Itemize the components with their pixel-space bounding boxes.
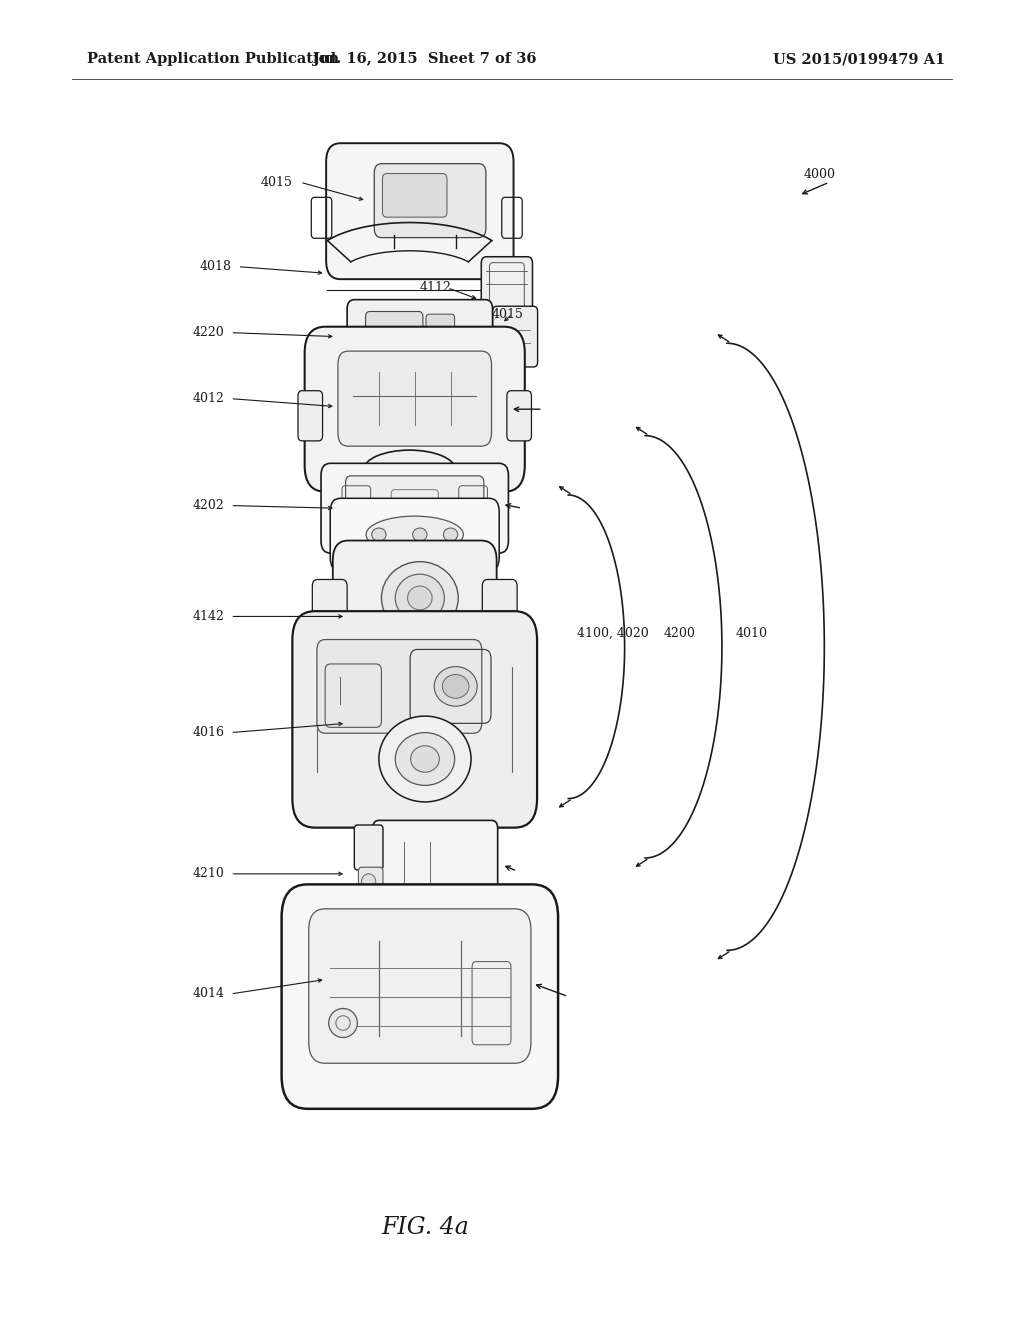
FancyBboxPatch shape: [354, 825, 383, 870]
Text: 4100, 4020: 4100, 4020: [577, 627, 648, 640]
Ellipse shape: [395, 574, 444, 622]
FancyBboxPatch shape: [330, 498, 500, 570]
FancyBboxPatch shape: [312, 579, 347, 643]
FancyBboxPatch shape: [338, 351, 492, 446]
FancyBboxPatch shape: [293, 611, 537, 828]
FancyBboxPatch shape: [298, 391, 323, 441]
Text: Jul. 16, 2015  Sheet 7 of 36: Jul. 16, 2015 Sheet 7 of 36: [313, 53, 537, 66]
Ellipse shape: [443, 528, 458, 541]
Text: US 2015/0199479 A1: US 2015/0199479 A1: [773, 53, 945, 66]
Ellipse shape: [367, 516, 463, 553]
Text: 4142: 4142: [193, 610, 224, 623]
FancyBboxPatch shape: [383, 173, 446, 216]
FancyBboxPatch shape: [426, 314, 455, 346]
Text: 4015: 4015: [261, 176, 293, 189]
FancyBboxPatch shape: [358, 867, 383, 902]
Text: 4210: 4210: [193, 867, 224, 880]
Ellipse shape: [413, 528, 427, 541]
Ellipse shape: [442, 675, 469, 698]
FancyBboxPatch shape: [326, 144, 514, 280]
FancyBboxPatch shape: [309, 908, 530, 1064]
Ellipse shape: [329, 1008, 357, 1038]
Text: 4220: 4220: [193, 326, 224, 339]
FancyBboxPatch shape: [282, 884, 558, 1109]
Ellipse shape: [364, 450, 456, 490]
Text: 4018: 4018: [200, 260, 231, 273]
Ellipse shape: [395, 733, 455, 785]
Text: 4000: 4000: [804, 168, 836, 181]
FancyBboxPatch shape: [333, 541, 497, 665]
Ellipse shape: [382, 562, 459, 634]
FancyBboxPatch shape: [305, 327, 524, 492]
Text: 4010: 4010: [735, 627, 767, 640]
Text: FIG. 4a: FIG. 4a: [381, 1216, 469, 1239]
Ellipse shape: [408, 586, 432, 610]
FancyBboxPatch shape: [375, 164, 486, 238]
FancyBboxPatch shape: [346, 475, 484, 536]
FancyBboxPatch shape: [481, 256, 532, 329]
Text: 4200: 4200: [664, 627, 695, 640]
Ellipse shape: [411, 746, 439, 772]
Text: 4112: 4112: [420, 281, 452, 294]
FancyBboxPatch shape: [322, 463, 508, 553]
Ellipse shape: [372, 528, 386, 541]
Text: 4202: 4202: [193, 499, 224, 512]
FancyBboxPatch shape: [373, 820, 498, 921]
FancyBboxPatch shape: [493, 306, 538, 367]
Text: 4015: 4015: [492, 308, 523, 321]
Text: 4012: 4012: [193, 392, 224, 405]
Ellipse shape: [361, 874, 376, 890]
Text: 4014: 4014: [193, 987, 224, 1001]
FancyBboxPatch shape: [366, 312, 423, 356]
Text: Patent Application Publication: Patent Application Publication: [87, 53, 339, 66]
FancyBboxPatch shape: [482, 579, 517, 643]
FancyBboxPatch shape: [317, 639, 481, 734]
Ellipse shape: [379, 715, 471, 801]
FancyBboxPatch shape: [507, 391, 531, 441]
FancyBboxPatch shape: [347, 300, 493, 374]
Ellipse shape: [434, 667, 477, 706]
Text: 4016: 4016: [193, 726, 224, 739]
